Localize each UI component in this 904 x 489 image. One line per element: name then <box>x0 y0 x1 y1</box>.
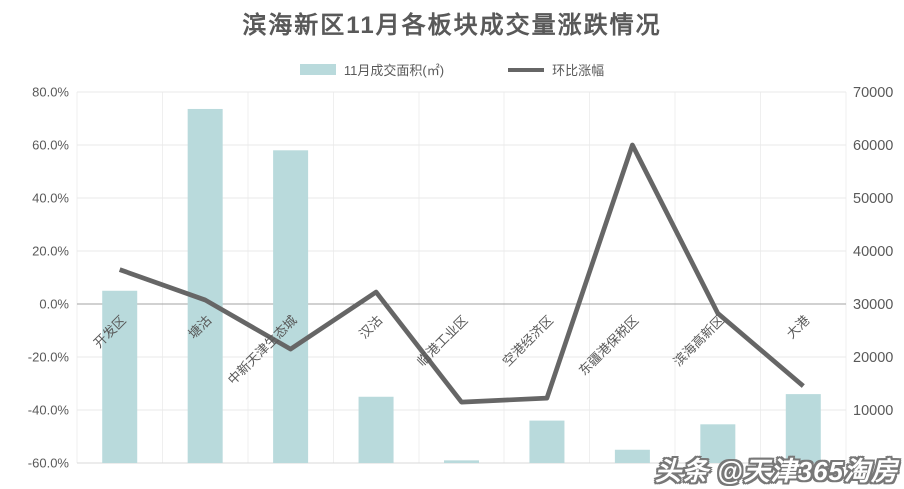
left-axis-tick-label: 80.0% <box>32 85 69 100</box>
bar <box>358 396 394 463</box>
bar <box>700 424 736 463</box>
right-axis-tick-label: 40000 <box>853 244 893 260</box>
legend-item-line-series: 环比涨幅 <box>508 60 604 79</box>
left-axis-tick-label: 20.0% <box>32 244 69 259</box>
bar <box>187 108 223 464</box>
category-label: 汉沽 <box>356 313 385 342</box>
trend-line <box>118 142 805 405</box>
bar <box>529 420 565 463</box>
category-label: 大港 <box>783 313 812 342</box>
left-axis-tick-label: -60.0% <box>28 456 70 471</box>
bar <box>102 290 138 463</box>
left-axis-tick-label: 40.0% <box>32 191 69 206</box>
left-axis-tick-label: 0.0% <box>39 297 69 312</box>
line-series-swatch-icon <box>508 67 545 72</box>
legend-label-line-series: 环比涨幅 <box>552 63 605 78</box>
right-axis-tick-label: 0 <box>853 456 861 472</box>
category-label: 空港经济区 <box>499 313 556 370</box>
left-axis-tick-label: 60.0% <box>32 138 69 153</box>
category-label: 东疆港保税区 <box>576 313 642 379</box>
bar-series-swatch-icon <box>299 64 336 75</box>
legend: 11月成交面积(㎡) 环比涨幅 <box>0 60 904 79</box>
watermark-text: 头条 @天津365淘房 <box>655 456 898 486</box>
bar <box>273 150 309 464</box>
right-axis-tick-label: 30000 <box>853 297 893 313</box>
right-axis-tick-label: 70000 <box>853 85 893 101</box>
right-axis-tick-label: 60000 <box>853 138 893 154</box>
category-label: 滨海高新区 <box>670 313 727 370</box>
right-axis-tick-label: 10000 <box>853 403 893 419</box>
watermark: 头条 @天津365淘房 <box>655 451 898 488</box>
bar <box>785 394 821 463</box>
bar <box>444 460 479 463</box>
right-axis-tick-label: 50000 <box>853 191 893 207</box>
bar <box>614 449 650 463</box>
left-axis-tick-label: -40.0% <box>28 403 70 418</box>
legend-label-bar-series: 11月成交面积(㎡) <box>343 63 445 78</box>
right-axis-tick-label: 20000 <box>853 350 893 366</box>
chart-title: 滨海新区11月各板块成交量涨跌情况 <box>242 12 662 39</box>
left-axis-tick-label: -20.0% <box>28 350 70 365</box>
category-label: 临港工业区 <box>414 313 471 370</box>
legend-item-bar-series: 11月成交面积(㎡) <box>299 60 445 79</box>
